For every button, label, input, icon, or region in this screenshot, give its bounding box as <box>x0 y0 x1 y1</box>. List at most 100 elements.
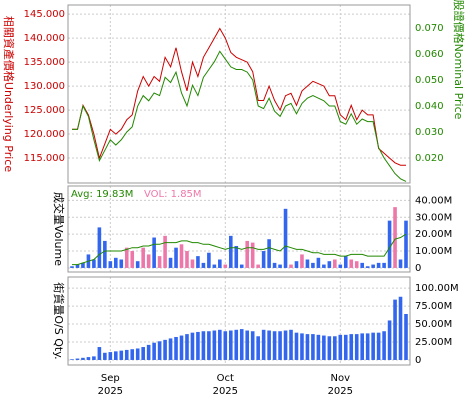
bar <box>185 334 189 360</box>
bar <box>354 334 359 360</box>
bar <box>387 320 392 360</box>
bar <box>245 330 250 360</box>
volume-bar <box>218 259 222 268</box>
y2-tick-label: 0.020 <box>415 153 444 164</box>
bar <box>393 299 397 360</box>
y-tick-label: 40.00M <box>415 195 452 206</box>
volume-bar <box>207 252 211 268</box>
volume-bar <box>152 237 156 268</box>
x-tick-label: Oct <box>217 373 234 384</box>
volume-bar <box>300 254 304 268</box>
volume-bar <box>239 264 244 268</box>
bar <box>343 334 348 360</box>
volume-bar <box>81 262 85 268</box>
volume-bar <box>371 264 375 268</box>
bar <box>327 336 332 360</box>
bar <box>365 333 370 360</box>
volume-bar <box>103 240 107 268</box>
x-tick-label: 2025 <box>213 386 238 397</box>
y-axis-label: 街貨量O/S Qty. <box>52 282 66 359</box>
volume-bar <box>201 262 206 268</box>
y-tick-label: 125.000 <box>24 105 65 116</box>
volume-bar <box>278 264 282 268</box>
bar <box>234 329 239 360</box>
bar <box>108 352 113 360</box>
avg-label: Avg: 19.83M <box>71 189 133 200</box>
y-axis-label: 相關資產價格Underlying Price <box>2 16 16 172</box>
volume-bar <box>250 242 255 268</box>
vol-label: VOL: 1.85M <box>144 189 202 200</box>
volume-bar <box>305 259 310 268</box>
volume-bar <box>168 257 173 268</box>
y-axis-label: 成交量Volume <box>52 192 66 266</box>
volume-bar <box>316 257 321 268</box>
plot-frame <box>67 4 411 184</box>
bar <box>174 336 178 360</box>
bar <box>119 350 124 360</box>
bar <box>404 313 408 360</box>
volume-bar <box>398 259 403 268</box>
bar <box>261 329 266 360</box>
volume-bar <box>141 247 145 268</box>
y-tick-label: 10.00M <box>415 246 452 257</box>
bar <box>256 336 260 360</box>
bar <box>398 296 403 360</box>
volume-bar <box>289 264 293 268</box>
bar <box>207 331 211 360</box>
bar <box>223 331 228 360</box>
volume-bar <box>267 239 271 268</box>
bar <box>168 338 173 360</box>
y-tick-label: 120.000 <box>24 129 65 140</box>
bar <box>114 351 118 360</box>
y-tick-label: 130.000 <box>24 81 65 92</box>
volume-bar <box>130 251 135 268</box>
y-tick-label: 75.00M <box>415 301 452 312</box>
volume-bar <box>234 245 239 268</box>
volume-bar <box>163 235 167 268</box>
volume-bar <box>146 254 151 268</box>
volume-bar <box>354 261 359 268</box>
y-tick-label: 20.00M <box>415 229 452 240</box>
bar <box>163 339 167 360</box>
y-tick-label: 100.00M <box>415 283 459 294</box>
y2-axis-label: 認股證價格Nominal Price <box>452 0 466 120</box>
volume-bar <box>360 262 364 268</box>
bar <box>267 330 271 360</box>
bar <box>333 336 337 360</box>
bar <box>371 332 375 360</box>
bar <box>360 333 364 360</box>
volume-bar <box>92 259 96 268</box>
volume-bar <box>343 256 348 268</box>
bar <box>70 359 74 360</box>
y-tick-label: 30.00M <box>415 212 452 223</box>
volume-bar <box>338 264 343 268</box>
volume-bar <box>256 264 260 268</box>
y-tick-label: 0 <box>415 355 421 366</box>
volume-bar <box>179 244 184 268</box>
bar <box>239 329 244 360</box>
bar <box>75 358 80 360</box>
x-tick-label: 2025 <box>98 386 123 397</box>
bar <box>316 334 321 360</box>
y2-tick-label: 0.050 <box>415 75 444 86</box>
line <box>72 233 407 266</box>
y-tick-label: 25.00M <box>415 337 452 348</box>
line <box>72 50 407 182</box>
volume-bar <box>294 261 299 268</box>
bar <box>283 330 288 360</box>
bar <box>300 333 304 360</box>
volume-bar <box>75 264 80 268</box>
bar <box>289 329 293 360</box>
bar <box>228 330 233 360</box>
bar <box>272 331 277 360</box>
x-tick-label: 2025 <box>328 386 353 397</box>
y-tick-label: 140.000 <box>24 33 65 44</box>
volume-bar <box>196 256 200 268</box>
line <box>72 27 406 166</box>
x-tick-label: Sep <box>101 373 120 384</box>
volume-bar <box>70 266 74 268</box>
bar <box>103 352 107 360</box>
volume-bar <box>365 266 370 268</box>
y2-tick-label: 0.030 <box>415 127 444 138</box>
